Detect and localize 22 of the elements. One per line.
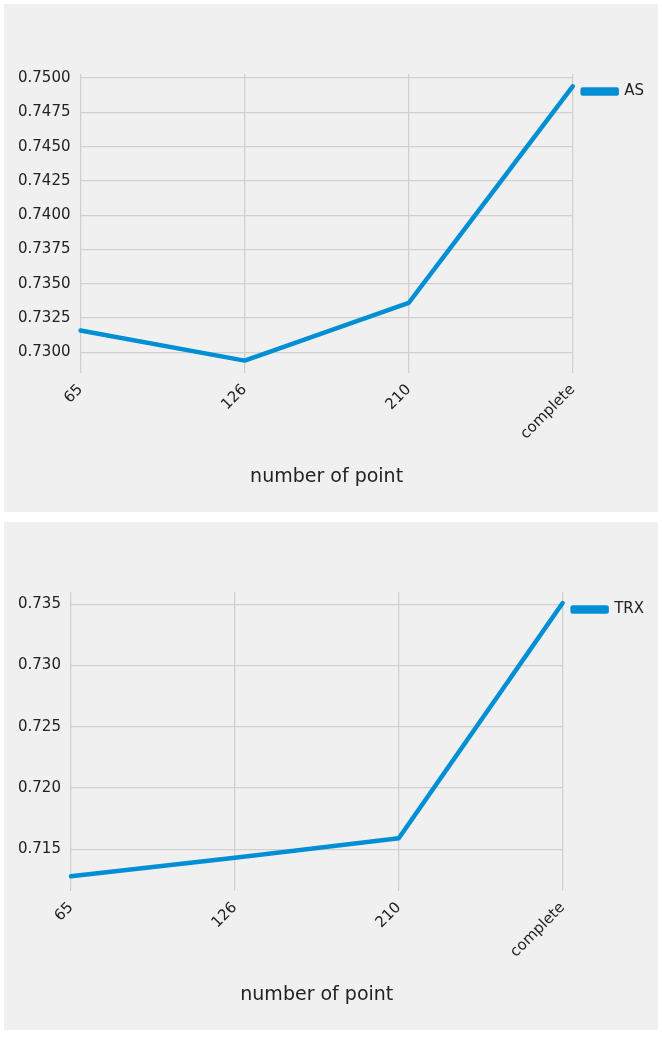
y-tick-label: 0.7475 (17, 102, 71, 121)
x-tick-label: 210 (381, 380, 415, 414)
x-tick-label: 65 (50, 898, 77, 925)
y-tick-label: 0.715 (17, 839, 61, 858)
y-tick-label: 0.725 (17, 716, 61, 735)
y-tick-label: 0.7350 (17, 273, 71, 292)
y-tick-label: 0.720 (17, 777, 61, 796)
y-tick-label: 0.735 (17, 594, 61, 613)
x-axis-title: number of point (240, 981, 394, 1004)
y-tick-label: 0.730 (17, 655, 61, 674)
y-tick-label: 0.7450 (17, 136, 71, 155)
y-tick-label: 0.7375 (17, 239, 71, 258)
x-tick-label: 65 (59, 380, 87, 407)
y-tick-label: 0.7400 (17, 205, 71, 224)
y-tick-label: 0.7300 (17, 342, 71, 361)
x-tick-label: 210 (371, 898, 405, 932)
x-axis-title: number of point (250, 463, 404, 486)
y-tick-label: 0.7500 (17, 68, 71, 86)
y-tick-label: 0.7425 (17, 170, 71, 189)
legend-label: AS (624, 81, 645, 100)
legend-label: TRX (613, 599, 645, 618)
y-tick-label: 0.7325 (17, 307, 71, 326)
